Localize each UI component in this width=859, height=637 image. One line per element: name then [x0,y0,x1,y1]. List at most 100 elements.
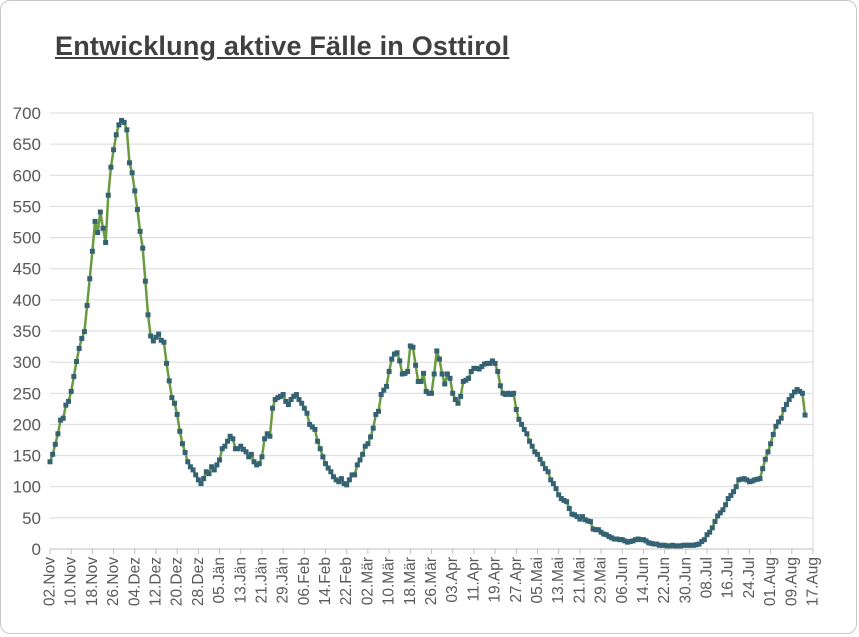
data-point-marker [566,506,572,512]
data-point-marker [113,132,119,138]
data-point-marker [259,454,265,460]
data-point-marker [240,446,246,452]
y-axis-tick-label: 400 [13,291,41,310]
data-point-marker [550,481,556,487]
data-point-marker [651,541,657,547]
data-point-marker [720,507,726,513]
data-point-marker [511,390,517,396]
data-point-marker [537,456,543,462]
data-point-marker [622,538,628,544]
data-point-marker [66,398,72,404]
data-point-marker [436,356,442,362]
data-point-marker [370,425,376,431]
data-point-marker [346,477,352,483]
data-point-marker [527,438,533,444]
data-point-marker [678,543,684,549]
data-point-marker [635,536,641,542]
data-point-marker [84,302,90,308]
data-point-marker [553,486,559,492]
data-point-marker [627,539,633,545]
data-point-marker [285,401,291,407]
data-point-marker [134,207,140,213]
data-point-marker [606,534,612,540]
data-point-marker [450,390,456,396]
data-point-marker [489,358,495,364]
data-point-marker [373,411,379,417]
y-axis-tick-label: 250 [13,384,41,403]
data-point-marker [352,472,358,478]
data-point-marker [304,410,310,416]
data-point-marker [413,362,419,368]
data-point-marker [638,537,644,543]
data-point-marker [693,542,699,548]
data-point-marker [219,446,225,452]
chart-title: Entwicklung aktive Fälle in Osttirol [55,31,510,61]
y-axis-tick-label: 350 [13,322,41,341]
data-point-marker [590,526,596,532]
data-point-marker [95,230,101,236]
data-point-marker [381,387,387,393]
data-point-marker [497,383,503,389]
data-point-marker [410,344,416,350]
data-point-marker [251,459,257,465]
data-point-marker [333,477,339,483]
data-point-marker [121,119,127,125]
data-point-marker [360,451,366,457]
data-point-marker [320,454,326,460]
data-point-marker [643,538,649,544]
data-series-line [48,119,807,548]
data-point-marker [209,464,215,470]
y-axis-tick-label: 500 [13,229,41,248]
data-point-marker [174,411,180,417]
x-axis-tick-label: 02.Mär [359,557,376,605]
data-point-marker [211,467,217,473]
data-point-marker [92,218,98,224]
data-point-marker [587,519,593,525]
data-point-marker [786,397,792,403]
data-point-marker [68,388,74,394]
x-axis-tick-label: 13.Jän [232,557,249,604]
data-point-marker [354,462,360,468]
data-point-marker [203,469,209,475]
data-point-marker [312,426,318,432]
data-point-marker [784,401,790,407]
data-point-marker [471,365,477,371]
data-point-marker [752,477,758,483]
data-point-marker [492,360,498,366]
data-point-marker [383,383,389,389]
data-point-marker [603,532,609,538]
y-axis-tick-label: 550 [13,197,41,216]
data-point-marker [452,397,458,403]
data-point-marker [58,417,64,423]
data-point-marker [725,496,731,502]
data-point-marker [330,474,336,480]
data-point-marker [640,537,646,543]
data-point-marker [746,479,752,485]
x-axis-tick-label: 06.Feb [296,557,313,605]
x-axis-tick-label: 05.Mai [529,557,546,604]
data-point-marker [577,516,583,522]
x-axis-tick-label: 26.Mär [423,557,440,605]
data-point-marker [654,541,660,547]
data-point-marker [680,542,686,548]
x-axis-tick-label: 04.Dez [126,557,143,606]
data-point-marker [794,387,800,393]
data-point-marker [47,459,53,465]
x-axis-tick-label: 10.Mär [381,557,398,605]
data-point-marker [423,388,429,394]
data-point-marker [580,514,586,520]
x-axis-tick-label: 30.Jun [677,557,694,604]
data-point-marker [513,406,519,412]
data-point-marker [323,461,329,467]
data-point-marker [442,381,448,387]
data-point-marker [598,529,604,535]
data-point-marker [670,542,676,548]
data-point-marker [564,499,570,505]
data-point-marker [460,378,466,384]
data-point-marker [156,331,162,337]
x-axis-tick-label: 14.Jun [635,557,652,604]
data-point-marker [574,514,580,520]
data-point-marker [799,390,805,396]
data-point-marker [736,477,742,483]
data-point-marker [738,476,744,482]
